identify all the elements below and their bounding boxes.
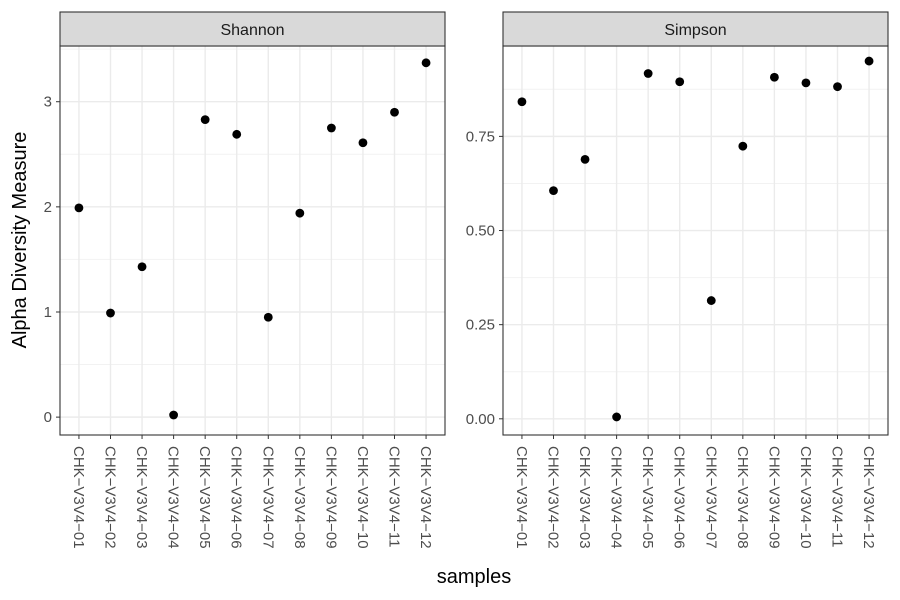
x-tick-label: CHK−V3V4−10 xyxy=(354,446,371,549)
x-tick-label: CHK−V3V4−01 xyxy=(70,446,87,549)
y-tick-label: 0.75 xyxy=(466,128,495,145)
x-tick-label: CHK−V3V4−08 xyxy=(291,446,308,549)
data-point xyxy=(864,56,874,66)
x-tick-label: CHK−V3V4−11 xyxy=(829,446,846,547)
x-tick-label: CHK−V3V4−07 xyxy=(702,446,719,549)
data-point xyxy=(580,154,590,164)
y-tick-label: 1 xyxy=(44,304,52,321)
x-tick-label: CHK−V3V4−09 xyxy=(322,446,339,549)
data-point xyxy=(137,262,147,272)
y-tick-label: 0 xyxy=(44,409,52,426)
y-tick-label: 0.25 xyxy=(466,317,495,334)
data-point xyxy=(326,123,336,133)
x-tick-label: CHK−V3V4−09 xyxy=(765,446,782,549)
facet-strip-label: Simpson xyxy=(664,22,726,39)
x-tick-label: CHK−V3V4−10 xyxy=(797,446,814,549)
x-tick-label: CHK−V3V4−11 xyxy=(386,446,403,547)
x-tick-label: CHK−V3V4−12 xyxy=(860,446,877,549)
x-tick-label: CHK−V3V4−12 xyxy=(417,446,434,549)
y-tick-label: 0.50 xyxy=(466,223,495,240)
data-point xyxy=(517,97,527,107)
data-point xyxy=(295,208,305,218)
y-tick-label: 3 xyxy=(44,94,52,111)
data-point xyxy=(169,410,179,420)
facet-strip xyxy=(59,11,446,47)
data-point xyxy=(263,312,273,322)
x-tick-label: CHK−V3V4−03 xyxy=(576,446,593,549)
x-tick-label: CHK−V3V4−05 xyxy=(639,446,656,549)
data-point xyxy=(833,82,842,92)
x-tick-label: CHK−V3V4−06 xyxy=(228,446,245,549)
panel-simpson: 0.00 0.25 0.50 0.75 CHK−V3V4−01 CHK−V3V4−02 CH… xyxy=(466,11,889,549)
x-tick-label: CHK−V3V4−04 xyxy=(165,446,182,549)
data-point xyxy=(801,78,811,88)
data-point xyxy=(106,308,115,318)
y-tick-label: 2 xyxy=(44,199,52,216)
x-tick-label: CHK−V3V4−04 xyxy=(608,446,625,549)
x-tick-label: CHK−V3V4−05 xyxy=(196,446,213,549)
data-point xyxy=(421,58,431,68)
x-tick-label: CHK−V3V4−02 xyxy=(101,446,118,549)
plot-area xyxy=(503,46,888,435)
data-point xyxy=(74,203,84,213)
data-point xyxy=(200,115,210,124)
data-point xyxy=(612,412,622,422)
x-tick-label: CHK−V3V4−03 xyxy=(133,446,150,549)
data-point xyxy=(706,296,716,305)
plot-area xyxy=(60,46,445,435)
facet-strip xyxy=(502,11,889,47)
y-tick-label: 0.00 xyxy=(466,411,495,428)
data-point xyxy=(390,107,399,117)
x-tick-label: CHK−V3V4−02 xyxy=(544,446,561,549)
y-axis-title: Alpha Diversity Measure xyxy=(9,132,31,349)
panel-shannon: 0 1 2 3 CHK−V3V4−01 CHK−V3V4−02 CHK−V3V4−03 CHK… xyxy=(44,11,446,549)
data-point xyxy=(232,129,242,139)
data-point xyxy=(358,138,368,148)
x-tick-label: CHK−V3V4−01 xyxy=(513,446,530,549)
x-axis-title: samples xyxy=(437,566,511,588)
facet-strip-label: Shannon xyxy=(220,22,284,39)
x-tick-label: CHK−V3V4−07 xyxy=(259,446,276,549)
x-tick-label: CHK−V3V4−08 xyxy=(734,446,751,549)
data-point xyxy=(675,77,685,87)
data-point xyxy=(769,72,779,82)
data-point xyxy=(738,141,748,151)
data-point xyxy=(549,186,558,196)
x-tick-label: CHK−V3V4−06 xyxy=(671,446,688,549)
data-point xyxy=(643,69,653,78)
